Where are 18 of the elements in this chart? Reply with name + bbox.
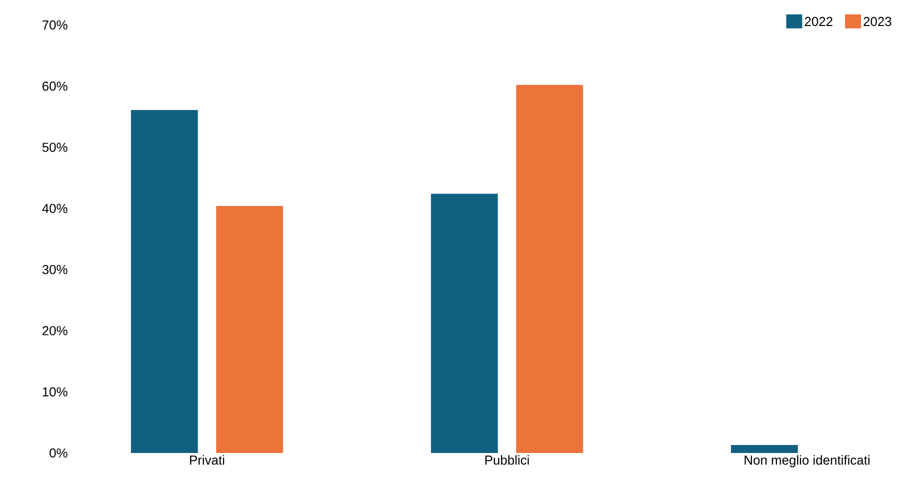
legend-label: 2023 — [864, 16, 892, 26]
bar — [730, 445, 798, 453]
x-tick-label: Pubblici — [485, 455, 529, 465]
x-tick-label: Non meglio identificati — [744, 455, 870, 468]
legend-label: 2022 — [804, 16, 832, 26]
bar — [216, 206, 284, 453]
bar — [430, 194, 498, 453]
y-tick-label: 20% — [42, 326, 68, 336]
y-tick-label: 40% — [42, 204, 68, 214]
y-tick-label: 50% — [42, 142, 68, 152]
bar — [516, 84, 584, 453]
bar — [130, 110, 198, 453]
y-tick-label: 30% — [42, 264, 68, 274]
y-tick-label: 70% — [42, 20, 68, 30]
x-tick-label: Privati — [190, 455, 224, 465]
y-tick-label: 60% — [42, 82, 68, 91]
y-tick-label: 10% — [42, 387, 68, 396]
y-tick-label: 0% — [50, 448, 68, 458]
